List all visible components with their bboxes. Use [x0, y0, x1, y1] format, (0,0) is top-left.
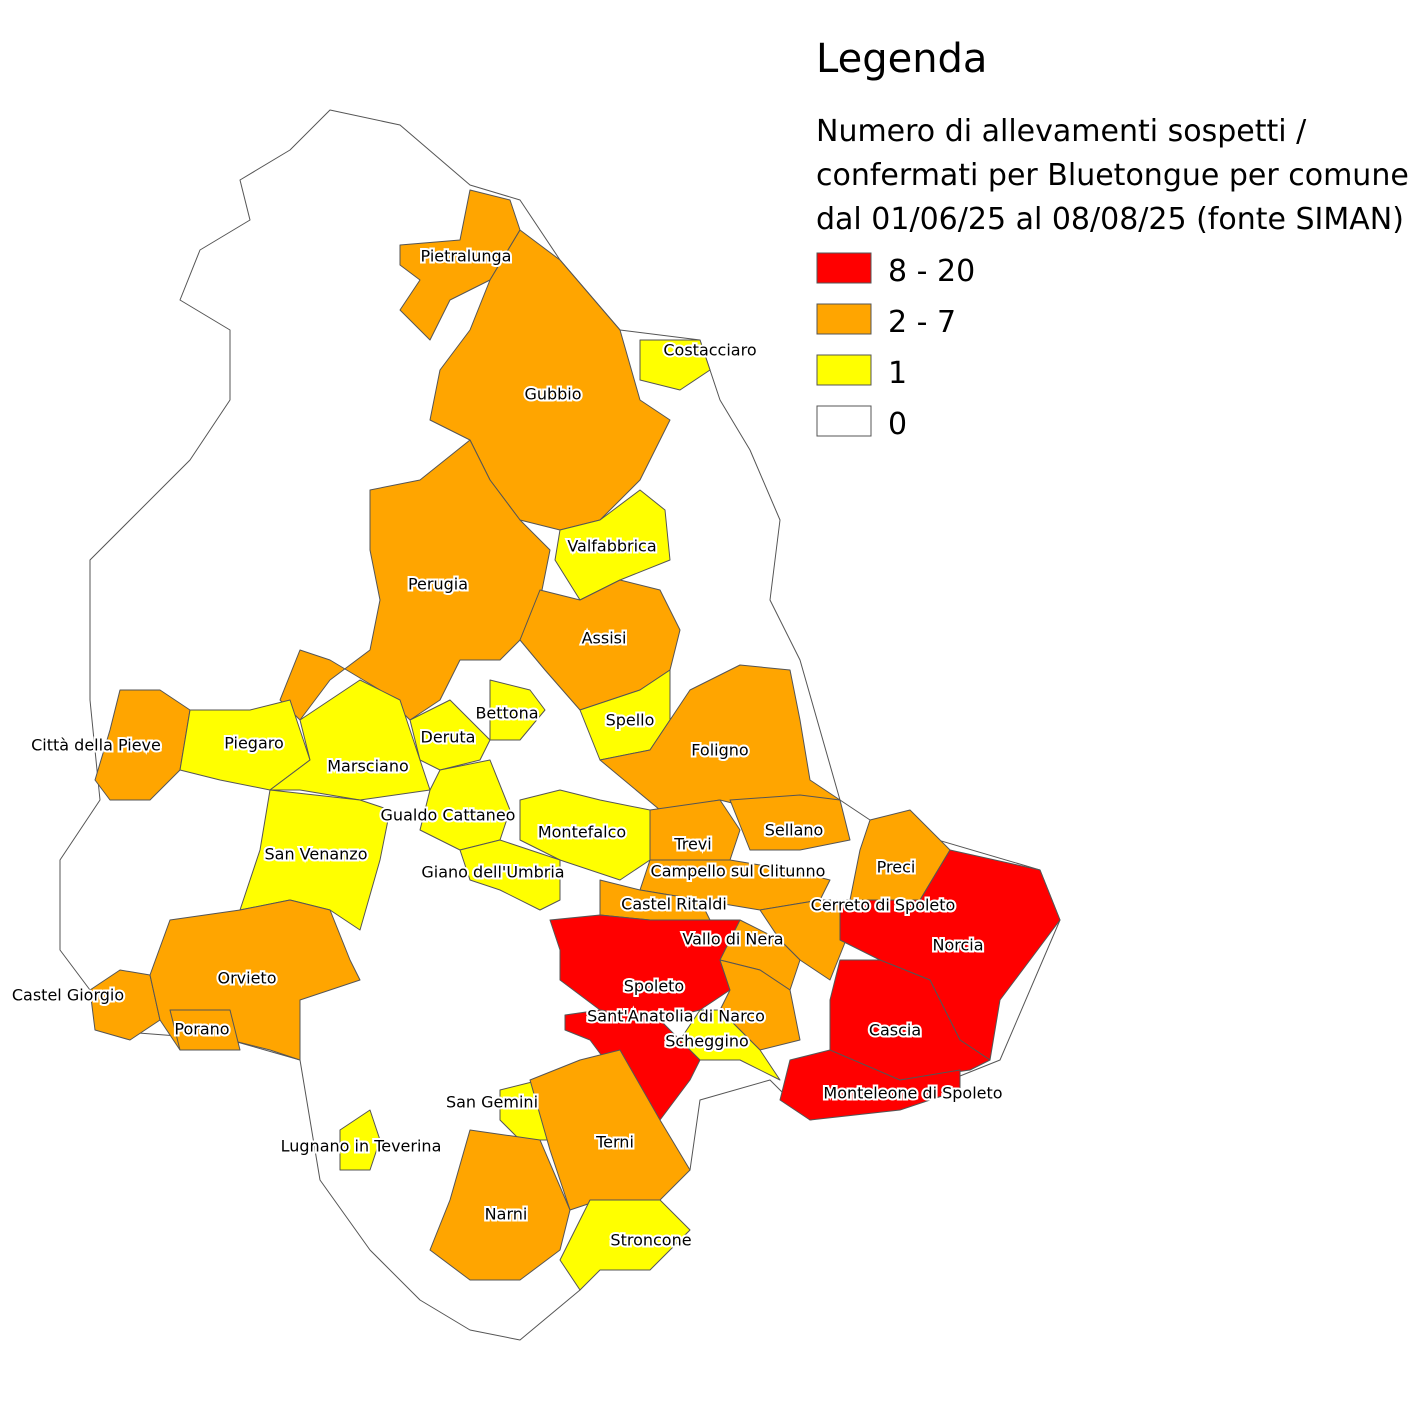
- municipality-label: Trevi: [673, 835, 711, 854]
- legend-swatch: [816, 303, 872, 335]
- municipality-label: Gubbio: [524, 385, 581, 404]
- municipality: [554, 489, 671, 601]
- legend-swatch: [816, 354, 872, 386]
- umbria: [59, 109, 1061, 1341]
- municipality-label: San Gemini: [446, 1093, 538, 1112]
- municipality-label: Gualdo Cattaneo: [381, 806, 516, 825]
- municipality-label: Orvieto: [218, 969, 277, 988]
- legend-swatch: [816, 405, 872, 437]
- municipality-label: Lugnano in Teverina: [281, 1137, 442, 1156]
- municipality: [94, 689, 191, 801]
- municipality-label: Vallo di Nera: [682, 930, 783, 949]
- municipality-label: Cascia: [869, 1021, 921, 1040]
- municipality-label: Deruta: [421, 728, 476, 747]
- municipality-label: Monteleone di Spoleto: [823, 1084, 1002, 1103]
- municipality: [679, 1009, 781, 1081]
- municipality: [169, 1009, 241, 1051]
- municipality: [269, 679, 431, 801]
- municipality-label: Foligno: [691, 741, 748, 760]
- municipality: [829, 959, 991, 1081]
- municipality-label: Terni: [595, 1133, 634, 1152]
- municipality-label: Spello: [606, 711, 655, 730]
- municipality: [399, 189, 521, 341]
- legend-label: 1: [888, 356, 907, 391]
- municipality: [729, 794, 851, 851]
- municipality-label: Montefalco: [538, 823, 626, 842]
- municipality-label: Pietralunga: [421, 247, 512, 266]
- municipality-label: Assisi: [582, 629, 627, 648]
- municipality-label: Giano dell'Umbria: [421, 863, 564, 882]
- legend-subtitle: Numero di allevamenti sospetti /: [816, 114, 1307, 149]
- municipality-label: Porano: [174, 1020, 229, 1039]
- municipality: [529, 1049, 691, 1211]
- municipality-label: Campello sul Clitunno: [651, 862, 826, 881]
- municipality: [459, 839, 561, 911]
- municipality: [339, 1109, 381, 1171]
- region-outline: [59, 109, 1061, 1341]
- municipality: [779, 1049, 961, 1121]
- municipality-label: Stroncone: [610, 1231, 691, 1250]
- municipality-label: Cerreto di Spoleto: [811, 896, 956, 915]
- municipality-label: Scheggino: [665, 1032, 749, 1051]
- legend-title: Legenda: [816, 36, 987, 82]
- legend-subtitle: dal 01/06/25 al 08/08/25 (fonte SIMAN): [816, 202, 1404, 237]
- municipality-label: Bettona: [475, 704, 538, 723]
- legend-subtitle: confermati per Bluetongue per comune: [816, 158, 1409, 193]
- municipality: [639, 339, 711, 391]
- municipality-label: San Venanzo: [264, 845, 367, 864]
- municipality-label: Preci: [877, 858, 916, 877]
- municipality-label: Costacciaro: [663, 341, 756, 360]
- municipality: [279, 439, 551, 721]
- legend-label: 0: [888, 407, 907, 442]
- legend-label: 2 - 7: [888, 305, 956, 340]
- municipality-label: Spoleto: [624, 977, 684, 996]
- municipality: [564, 1009, 701, 1121]
- legend-label: 8 - 20: [888, 254, 975, 289]
- municipality-label: Piegaro: [224, 734, 284, 753]
- municipality-label: Città della Pieve: [31, 736, 161, 755]
- municipality-label: Narni: [485, 1205, 528, 1224]
- municipality: [429, 1129, 571, 1281]
- municipality-label: Norcia: [932, 936, 983, 955]
- municipality-label: Castel Ritaldi: [621, 895, 727, 914]
- municipality: [239, 789, 391, 931]
- municipality: [489, 679, 546, 741]
- municipality: [559, 1199, 691, 1291]
- municipality-label: Sant'Anatolia di Narco: [587, 1007, 765, 1026]
- municipality-label: Castel Giorgio: [12, 986, 124, 1005]
- municipality-label: Marsciano: [327, 757, 409, 776]
- legend: Legenda Numero di allevamenti sospetti /…: [816, 36, 1409, 442]
- legend-swatch: [816, 252, 872, 284]
- municipality: [429, 229, 671, 531]
- municipality-label: Perugia: [408, 575, 468, 594]
- municipality-label: Valfabbrica: [567, 537, 656, 556]
- municipality-label: Sellano: [765, 821, 824, 840]
